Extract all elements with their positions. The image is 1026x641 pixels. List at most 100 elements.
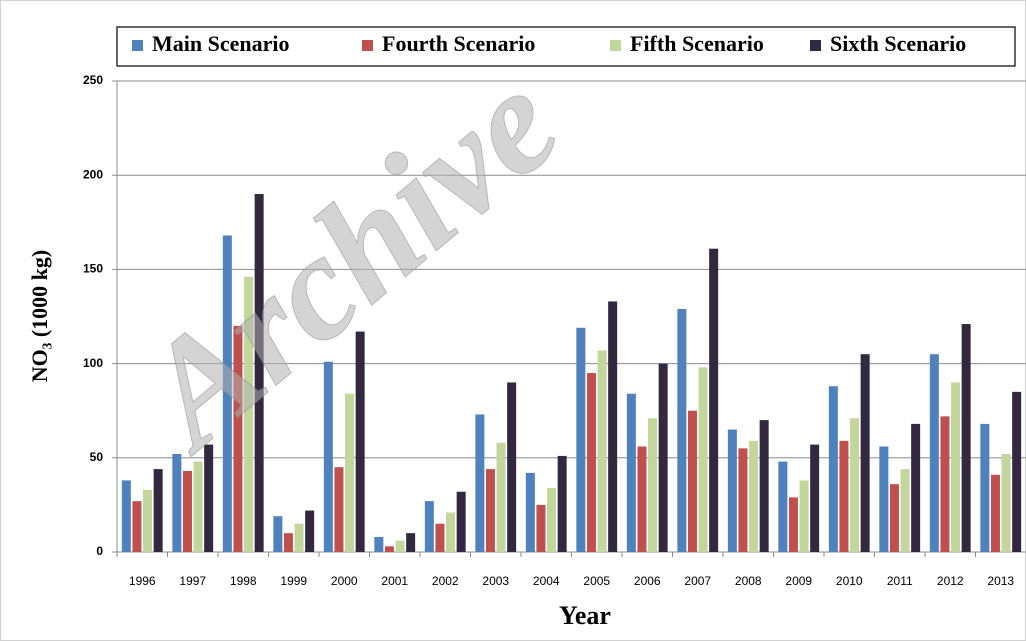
y-tick-label: 100 bbox=[83, 356, 103, 370]
y-tick-label: 0 bbox=[96, 544, 103, 558]
x-tick-label: 2008 bbox=[735, 574, 762, 588]
bar bbox=[900, 469, 910, 552]
bar bbox=[940, 416, 950, 552]
bar bbox=[374, 536, 384, 552]
bar bbox=[294, 523, 304, 552]
bar bbox=[485, 469, 495, 552]
bar bbox=[738, 448, 748, 552]
bar bbox=[525, 472, 535, 552]
bar bbox=[850, 418, 860, 552]
x-tick-label: 2013 bbox=[987, 574, 1014, 588]
y-axis-label: NO₃ (1000 kg) bbox=[27, 250, 52, 382]
bar bbox=[406, 533, 416, 552]
x-tick-label: 2011 bbox=[887, 574, 913, 588]
legend-swatch bbox=[610, 40, 621, 51]
bar bbox=[597, 350, 607, 552]
bar bbox=[677, 308, 687, 552]
bar bbox=[172, 454, 182, 552]
bar bbox=[828, 386, 838, 552]
bar bbox=[929, 354, 939, 552]
y-tick-label: 200 bbox=[83, 167, 103, 181]
y-tick-label: 150 bbox=[83, 262, 103, 276]
x-tick-label: 2001 bbox=[381, 574, 408, 588]
x-tick-label: 2005 bbox=[583, 574, 610, 588]
x-tick-label: 2002 bbox=[432, 574, 459, 588]
bar bbox=[799, 480, 809, 552]
bar bbox=[586, 373, 596, 552]
bar bbox=[698, 367, 708, 552]
bar bbox=[143, 489, 153, 552]
x-tick-label: 2006 bbox=[634, 574, 661, 588]
bar bbox=[435, 523, 445, 552]
x-tick-label: 2007 bbox=[684, 574, 711, 588]
x-tick-label: 1998 bbox=[230, 574, 257, 588]
x-axis-label: Year bbox=[559, 601, 611, 630]
bar bbox=[911, 423, 921, 552]
bar bbox=[182, 470, 192, 552]
bar bbox=[608, 301, 618, 552]
bar bbox=[576, 327, 586, 552]
legend-label: Fifth Scenario bbox=[630, 31, 764, 56]
x-tick-label: 2004 bbox=[533, 574, 560, 588]
bar bbox=[759, 420, 769, 552]
bar bbox=[648, 418, 658, 552]
bar bbox=[778, 461, 788, 552]
x-tick-label: 2009 bbox=[785, 574, 812, 588]
x-tick-label: 2000 bbox=[331, 574, 358, 588]
bar bbox=[860, 354, 870, 552]
bar bbox=[254, 194, 264, 553]
bar bbox=[283, 533, 293, 552]
legend-label: Sixth Scenario bbox=[830, 31, 966, 56]
x-tick-label: 1996 bbox=[129, 574, 156, 588]
bar bbox=[507, 382, 517, 552]
bar bbox=[355, 331, 365, 552]
bar bbox=[244, 276, 254, 552]
bar bbox=[547, 487, 557, 552]
bar bbox=[193, 461, 203, 552]
bar bbox=[536, 504, 546, 552]
bar bbox=[121, 480, 131, 552]
bar bbox=[951, 382, 961, 552]
bar bbox=[395, 540, 405, 552]
bar bbox=[456, 491, 466, 552]
legend-swatch bbox=[810, 40, 821, 51]
bar bbox=[446, 512, 456, 552]
bar bbox=[475, 414, 485, 552]
y-tick-label: 250 bbox=[83, 73, 103, 87]
bar bbox=[345, 393, 355, 552]
bar bbox=[810, 444, 820, 552]
bar bbox=[233, 325, 243, 552]
bar bbox=[557, 455, 567, 552]
x-tick-label: 2010 bbox=[836, 574, 863, 588]
bar bbox=[323, 361, 333, 552]
bar bbox=[384, 546, 394, 552]
legend-label: Fourth Scenario bbox=[382, 31, 535, 56]
bar bbox=[687, 410, 697, 552]
x-tick-label: 2012 bbox=[937, 574, 964, 588]
bar bbox=[1012, 391, 1022, 552]
bar bbox=[1001, 454, 1011, 552]
bar bbox=[658, 363, 668, 552]
bar bbox=[889, 484, 899, 552]
bar bbox=[334, 467, 344, 552]
bar bbox=[273, 516, 283, 552]
y-tick-label: 50 bbox=[90, 450, 104, 464]
legend-swatch bbox=[362, 40, 373, 51]
bar bbox=[626, 393, 636, 552]
bar bbox=[980, 423, 990, 552]
x-tick-label: 1999 bbox=[280, 574, 307, 588]
legend-swatch bbox=[132, 40, 143, 51]
bar bbox=[305, 510, 315, 552]
bar bbox=[961, 324, 971, 552]
bar bbox=[496, 442, 506, 552]
legend-label: Main Scenario bbox=[152, 31, 290, 56]
bar bbox=[424, 501, 434, 552]
bar bbox=[637, 446, 647, 552]
bar bbox=[132, 501, 142, 552]
bar bbox=[153, 469, 163, 552]
bar bbox=[990, 474, 1000, 552]
bar bbox=[749, 440, 759, 552]
x-tick-label: 1997 bbox=[179, 574, 206, 588]
bar bbox=[839, 440, 849, 552]
